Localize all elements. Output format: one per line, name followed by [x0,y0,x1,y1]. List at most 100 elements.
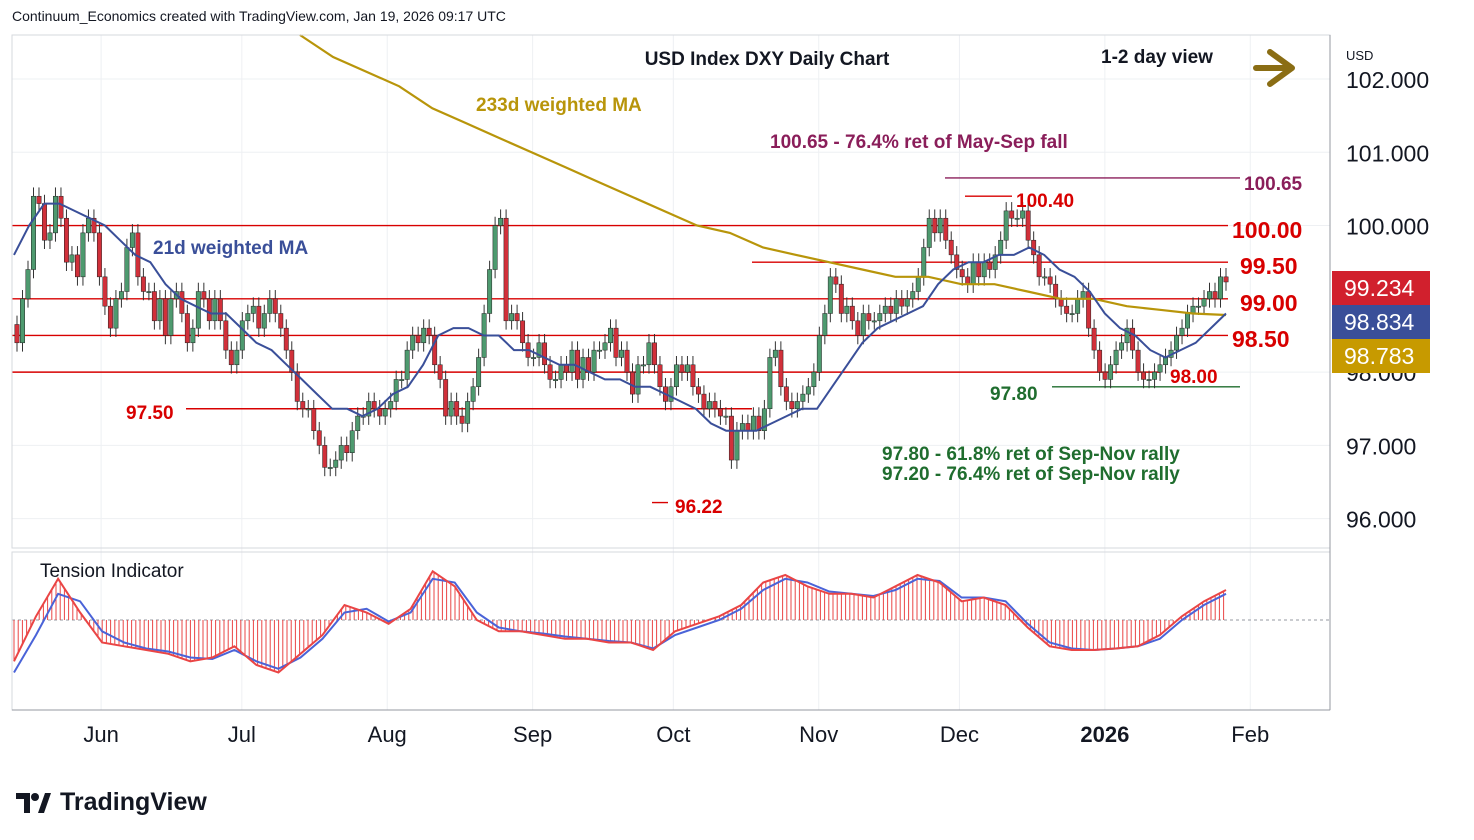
y-tick-label: 101.000 [1346,140,1429,166]
candle-body [849,305,855,322]
candle-body [157,298,163,322]
candle-body [1086,291,1092,329]
candle-body [25,269,31,300]
candle-body [1174,335,1179,351]
candle-body [893,298,899,314]
candle-body [388,401,394,410]
candle-body [465,401,471,424]
candle-body [338,445,344,461]
candle-body [569,349,575,373]
candle-body [976,261,982,278]
candle-body [432,335,438,366]
currency-label: USD [1346,48,1373,63]
candle-body [717,408,723,417]
candle-body [542,342,548,366]
candle-body [459,415,465,424]
candle-body [217,298,223,322]
candle-body [36,195,42,204]
level-label-100.40: 100.40 [1016,191,1074,212]
candle-body [690,364,696,388]
candle-body [327,467,333,469]
candle-body [547,364,553,380]
candle-body [487,269,493,314]
candle-body [140,276,146,292]
candle-body [1047,276,1053,285]
candle-body [761,408,767,431]
candle-body [261,313,267,329]
current-price-badge: 99.234 [1332,271,1430,305]
candle-body [151,291,157,322]
candle-body [272,298,278,314]
candle-body [393,379,399,402]
candle-body [706,401,712,410]
candle-body [333,459,339,468]
candle-body [756,415,762,431]
candle-body [1135,349,1141,373]
candle-body [1003,210,1009,241]
candle-body [739,423,745,431]
axes: 102.000101.000100.00098.00097.00096.000J… [11,34,1429,747]
candle-body [1025,210,1031,241]
candle-body [377,408,383,417]
annotations: USD Index DXY Daily Chart 1-2 day view 233… [126,47,1430,518]
level-label-98.00: 98.00 [1170,367,1218,388]
candle-body [668,386,674,402]
x-tick-label: Feb [1231,722,1269,747]
candle-body [91,217,97,234]
candle-body [833,276,839,285]
candle-body [871,320,877,323]
candle-body [558,364,564,380]
candle-body [954,254,960,270]
candle-body [1201,298,1207,307]
candle-body [316,430,322,446]
ma21-value-badge-bg [1332,305,1430,339]
candle-body [69,254,75,263]
candle-body [1108,364,1114,380]
candle-body [882,305,888,314]
candle-body [800,393,806,402]
candle-body [937,217,943,234]
candle-body [816,335,822,373]
candle-body [948,239,954,256]
candle-body [877,313,883,322]
chart-title: USD Index DXY Daily Chart [645,49,890,70]
candle-body [778,349,784,388]
candle-body [31,195,36,270]
tradingview-brand[interactable]: TradingView [14,788,207,817]
candle-body [728,415,734,461]
candle-body [223,320,229,351]
candle-body [1223,276,1229,283]
candle-body [531,357,537,359]
level-label-99.00: 99.00 [1240,290,1298,316]
tradingview-logo-icon [16,792,51,813]
level-label-99.50: 99.50 [1240,253,1298,279]
candle-body [520,320,526,344]
tension-signal-line [13,577,1227,674]
candle-body [399,379,405,381]
candle-body [734,430,740,461]
candle-body [695,386,701,395]
y-tick-label: 102.000 [1346,67,1429,93]
candle-body [811,371,817,388]
candle-body [932,217,938,234]
candle-body [42,203,47,241]
y-tick-label: 96.000 [1346,507,1416,533]
candle-body [355,415,361,431]
candle-body [382,408,388,417]
candle-body [1102,371,1108,380]
candle-body [965,276,971,285]
candle-body [294,371,300,402]
current-price-badge-bg [1332,271,1430,305]
candle-body [684,364,690,373]
candle-body [118,291,124,300]
candle-body [1179,327,1185,336]
ma21-line [13,202,1227,432]
candle-body [1157,364,1163,373]
candle-body [750,415,756,431]
candle-body [437,364,443,380]
candle-body [624,349,630,373]
candle-body [102,276,108,307]
candle-body [410,335,416,351]
candle-body [476,357,482,388]
